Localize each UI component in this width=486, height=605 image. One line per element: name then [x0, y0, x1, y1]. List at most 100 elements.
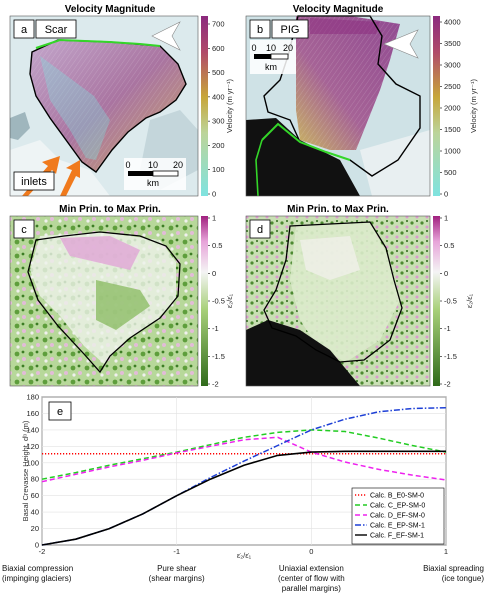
colorbar-tick-label: 3500	[444, 39, 461, 48]
scale-tick-20: 20	[173, 160, 183, 170]
panel-a-map: a Scar inlets 0 10 20 km	[9, 15, 199, 197]
y-axis-label: Basal Crevasse Height, dᵇ (m)	[21, 420, 30, 521]
scale-bar	[254, 54, 271, 59]
y-tick-label: 100	[26, 458, 39, 467]
colorbar-tick-label: -1.5	[212, 352, 225, 361]
colorbar-d: 1 0.5 0 -0.5 -1 -1.5 -2 ε̇₂/ε̇₁	[433, 214, 474, 389]
chart-series	[41, 406, 447, 546]
colorbar-tick-label: 0	[212, 190, 216, 199]
series-line-3	[41, 436, 447, 483]
colorbar-tick-label: 200	[212, 141, 225, 150]
ocean-region	[246, 320, 360, 386]
colorbar-tick-label: 100	[212, 165, 225, 174]
x-tick-label: 0	[309, 547, 313, 556]
y-tick-label: 140	[26, 425, 39, 434]
panel-c-title: Min Prin. to Max Prin.	[59, 204, 161, 215]
y-tick-label: 80	[31, 475, 39, 484]
colorbar-c-label: ε̇₂/ε̇₁	[225, 293, 234, 308]
legend-entry: Calc. F_EF-SM-1	[370, 533, 424, 540]
regime-label: (shear margins)	[149, 574, 205, 583]
colorbar-tick-label: 500	[212, 68, 225, 77]
colorbar-b: 4000 3500 3000 2500 2000 1500 1000 500 0 Velocit…	[433, 16, 478, 199]
panel-b-title: Velocity Magnitude	[293, 4, 384, 15]
panel-d-letter: d	[257, 224, 263, 236]
regime-label: Biaxial compression	[2, 564, 73, 573]
panel-e: 0 20 40 60 80 100 120 140 160 180 -2 -1 0 1 e Basal …	[2, 393, 484, 594]
y-tick-label: 60	[31, 491, 39, 500]
colorbar-c: 1 0.5 0 -0.5 -1 -1.5 -2 ε̇₂/ε̇₁	[201, 214, 234, 389]
colorbar-tick-label: 700	[212, 20, 225, 29]
ice-front-line	[35, 38, 161, 49]
scale-tick-20: 20	[283, 43, 293, 53]
series-line-5	[41, 450, 446, 546]
colorbar-tick-label: 500	[444, 168, 457, 177]
panel-d: Min Prin. to Max Prin. d 1 0.5 0 -0.5 -1 -1.5…	[245, 204, 474, 389]
y-tick-label: 0	[35, 541, 39, 550]
scale-tick-0: 0	[125, 160, 130, 170]
scale-bar	[128, 171, 153, 176]
ocean-region	[246, 118, 360, 196]
colorbar-tick-label: 2000	[444, 104, 461, 113]
panel-a-letter: a	[21, 24, 28, 36]
ice-front-line	[261, 122, 351, 161]
colorbar-tick-label: 0	[444, 269, 448, 278]
flow-arrow-icon	[151, 21, 181, 51]
y-tick-label: 20	[31, 524, 39, 533]
colorbar-tick-label: 0	[212, 269, 216, 278]
x-tick-label: -2	[39, 547, 46, 556]
scale-tick-10: 10	[266, 43, 276, 53]
colorbar-tick-label: 1500	[444, 125, 461, 134]
colorbar-tick-label: 1	[444, 214, 448, 223]
legend-entry: Calc. D_EF-SM-0	[370, 513, 425, 520]
panel-a: Velocity Magnitude a Scar inlets 0 10 20	[9, 4, 234, 199]
colorbar-a: 700 600 500 400 300 200 100 0 Velocity (m yr⁻¹)	[201, 16, 234, 199]
panel-c-map: c	[9, 215, 199, 387]
colorbar-b-label: Velocity (m yr⁻¹)	[469, 79, 478, 133]
colorbar-tick-label: 400	[212, 92, 225, 101]
inlets-label: inlets	[21, 176, 47, 188]
inlet-arrow-icon	[60, 160, 80, 196]
colorbar-tick-label: 0.5	[444, 241, 454, 250]
panel-c: Min Prin. to Max Prin. c 1 0.5 0 -0.5 -1 -1.5…	[9, 204, 234, 389]
regime-label: (ice tongue)	[442, 574, 485, 583]
catchment-outline	[263, 15, 421, 177]
regime-label: (center of flow with	[278, 574, 345, 583]
panel-b-letter: b	[257, 24, 263, 36]
colorbar-tick-label: -0.5	[444, 297, 457, 306]
panel-d-map: d	[245, 215, 431, 387]
legend-entry: Calc. E_EP-SM-1	[370, 523, 425, 530]
chart-legend: Calc. B_E0-SM-0 Calc. C_EP-SM-0 Calc. D_EF…	[351, 487, 445, 545]
panel-d-title: Min Prin. to Max Prin.	[287, 204, 389, 215]
legend-entry: Calc. C_EP-SM-0	[370, 503, 425, 510]
x-tick-label: -1	[173, 547, 180, 556]
regime-label: parallel margins)	[282, 584, 341, 593]
legend-entry: Calc. B_E0-SM-0	[370, 493, 424, 500]
scale-unit: km	[147, 178, 159, 188]
panel-a-title: Velocity Magnitude	[65, 4, 156, 15]
y-tick-label: 160	[26, 409, 39, 418]
colorbar-c-ticks: 1 0.5 0 -0.5 -1 -1.5 -2	[208, 214, 225, 389]
panel-e-letter: e	[57, 406, 63, 418]
colorbar-tick-label: -0.5	[212, 297, 225, 306]
scale-tick-0: 0	[251, 43, 256, 53]
panel-b-map: b PIG 0 10 20 km	[245, 15, 431, 197]
colorbar-tick-label: 600	[212, 44, 225, 53]
x-axis-label: ε̇₂/ε̇₁	[237, 551, 252, 560]
scale-unit: km	[265, 62, 277, 72]
colorbar-tick-label: -2	[444, 380, 451, 389]
colorbar-tick-label: 3000	[444, 61, 461, 70]
panel-a-name: Scar	[45, 24, 68, 36]
regime-label: Biaxial spreading	[423, 564, 484, 573]
regime-label: (impinging glaciers)	[2, 574, 72, 583]
colorbar-tick-label: 0	[444, 190, 448, 199]
x-axis-ticks: -2 -1 0 1	[39, 547, 448, 556]
colorbar-a-ticks: 700 600 500 400 300 200 100 0	[208, 20, 225, 199]
regime-label: Pure shear	[157, 564, 196, 573]
colorbar-tick-label: 1	[212, 214, 216, 223]
regime-labels: Biaxial compression(impinging glaciers) P…	[2, 564, 484, 593]
colorbar-tick-label: -1.5	[444, 352, 457, 361]
series-line-2	[41, 429, 447, 480]
colorbar-b-ticks: 4000 3500 3000 2500 2000 1500 1000 500 0	[440, 18, 461, 199]
catchment-outline	[27, 231, 181, 374]
